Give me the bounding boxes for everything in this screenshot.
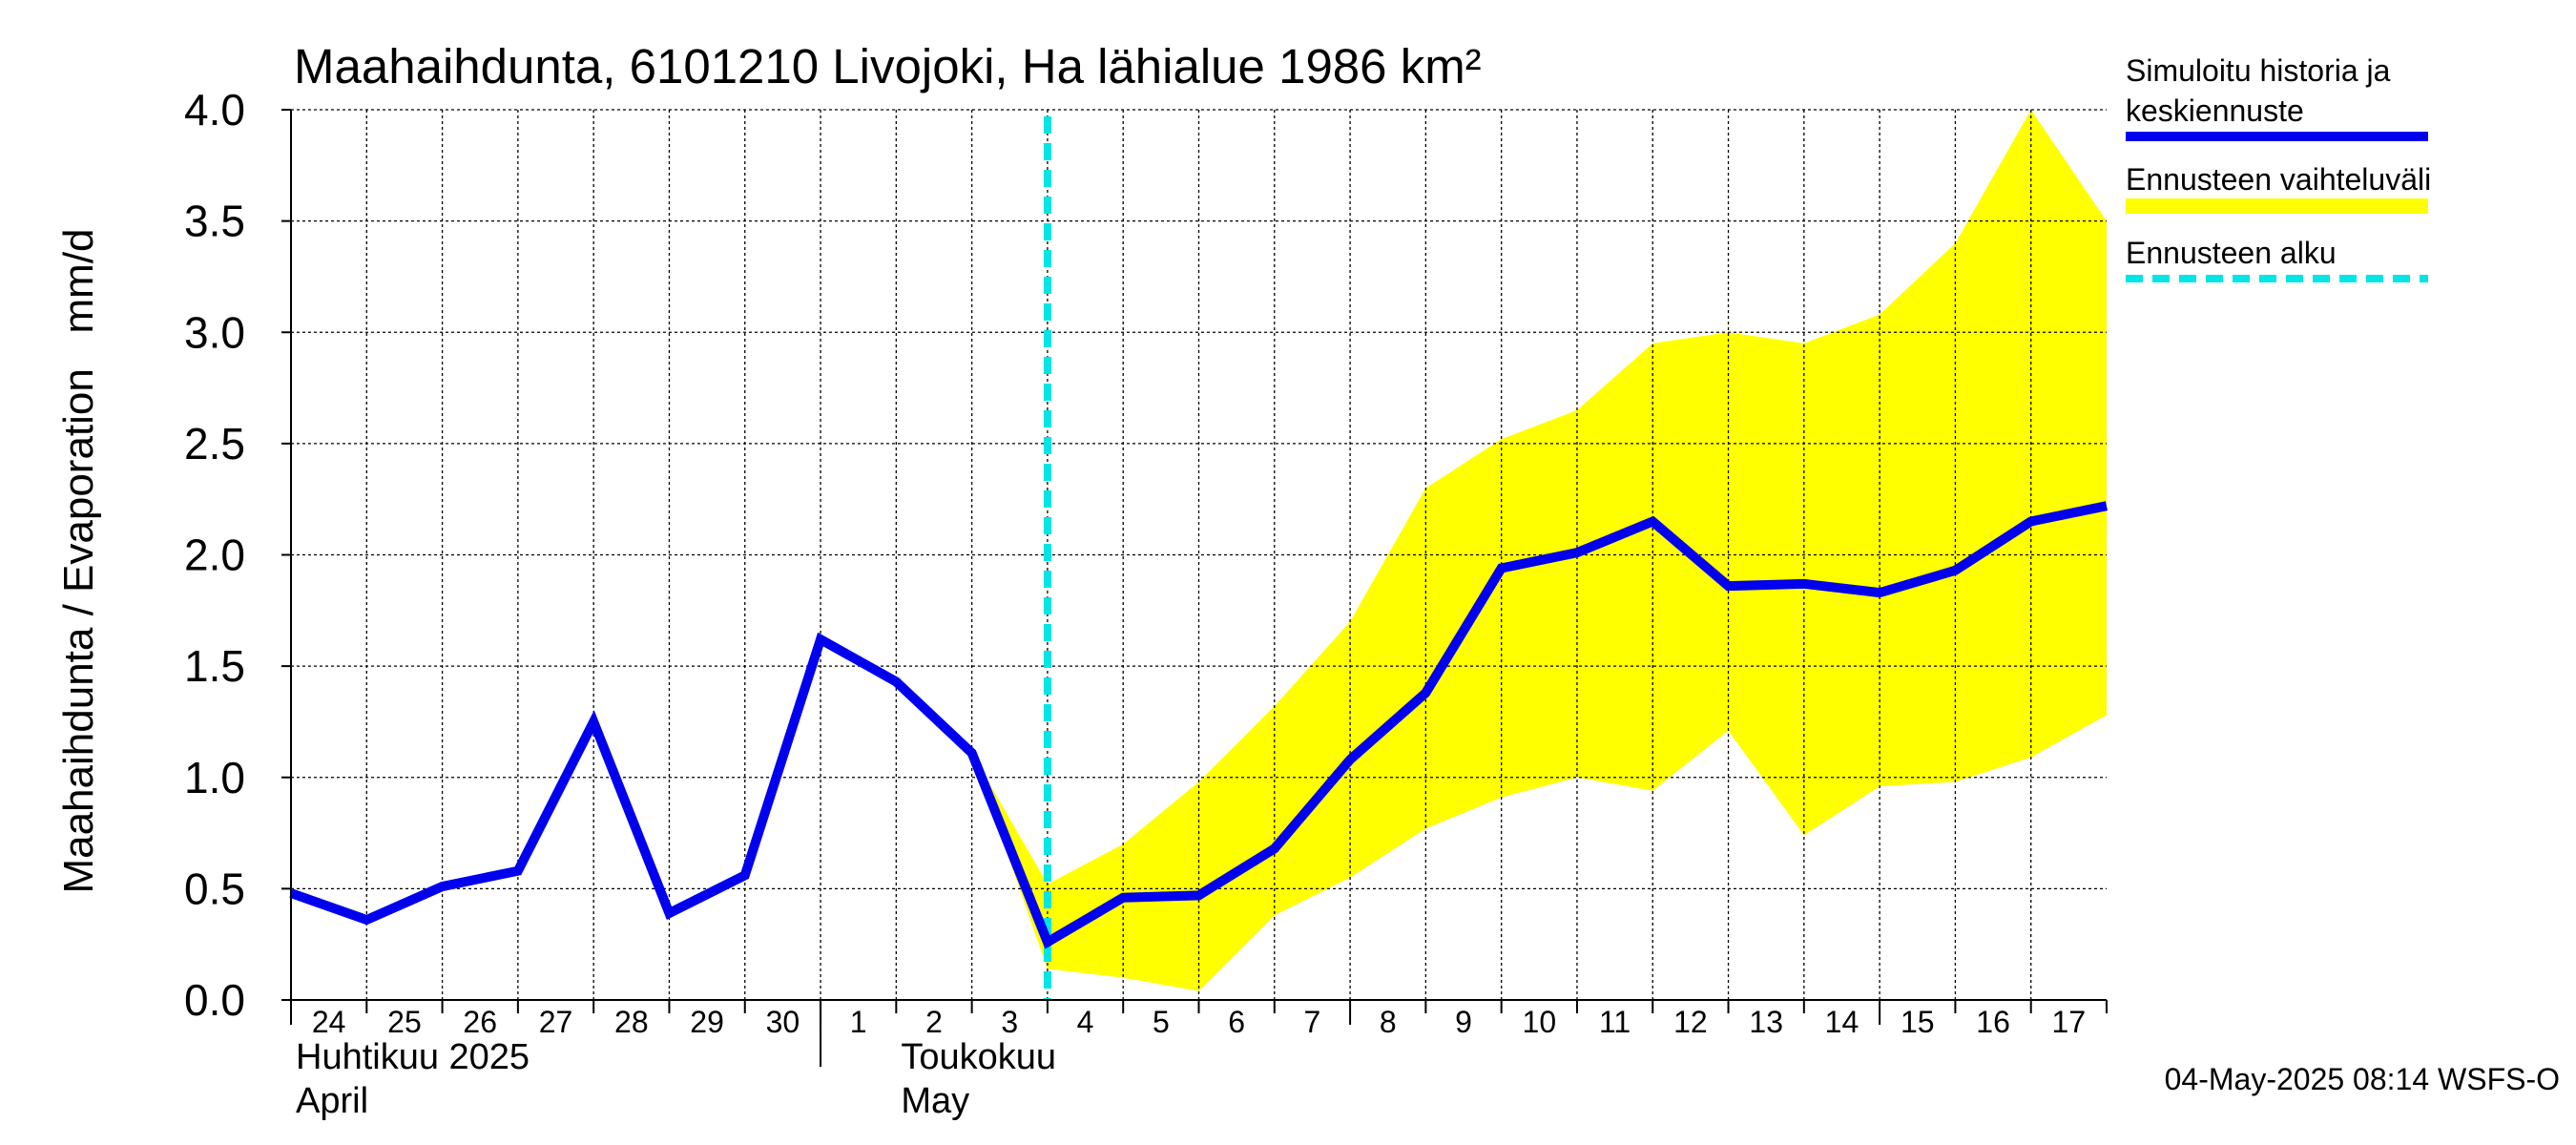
x-tick-label: 26 xyxy=(463,1005,497,1039)
y-axis-label: Maahaihdunta / Evaporation mm/d xyxy=(55,228,102,893)
x-tick-label: 30 xyxy=(766,1005,800,1039)
forecast-range-area xyxy=(971,110,2107,991)
y-tick-label: 1.0 xyxy=(184,753,245,802)
x-tick-label: 14 xyxy=(1825,1005,1859,1039)
y-tick-label: 3.5 xyxy=(184,197,245,246)
legend-label-range: Ennusteen vaihteluväli xyxy=(2126,162,2431,197)
x-tick-label: 28 xyxy=(614,1005,649,1039)
x-tick-label: 10 xyxy=(1523,1005,1557,1039)
x-tick-label: 12 xyxy=(1673,1005,1708,1039)
tick-labels: 0.00.51.01.52.02.53.03.54.024 25 26 27 28 29 3… xyxy=(184,85,2086,1121)
simulated-series-line xyxy=(289,501,2109,949)
forecast-range-band xyxy=(971,110,2107,991)
series-line-layer xyxy=(289,501,2109,949)
y-tick-label: 2.5 xyxy=(184,419,245,468)
month-label-en: May xyxy=(901,1081,969,1121)
x-tick-label: 4 xyxy=(1077,1005,1094,1039)
x-tick-label: 3 xyxy=(1001,1005,1018,1039)
x-tick-label: 27 xyxy=(539,1005,573,1039)
x-tick-label: 16 xyxy=(1976,1005,2010,1039)
footer-timestamp: 04-May-2025 08:14 WSFS-O xyxy=(2165,1062,2560,1096)
x-tick-label: 5 xyxy=(1153,1005,1170,1039)
axes xyxy=(281,109,2108,1067)
month-label-fi: Huhtikuu 2025 xyxy=(296,1037,530,1077)
x-tick-label: 6 xyxy=(1228,1005,1245,1039)
x-tick-label: 13 xyxy=(1749,1005,1783,1039)
x-tick-label: 25 xyxy=(387,1005,422,1039)
x-tick-label: 9 xyxy=(1455,1005,1472,1039)
x-tick-label: 8 xyxy=(1380,1005,1397,1039)
y-tick-label: 0.0 xyxy=(184,975,245,1025)
legend-label-forecast-start: Ennusteen alku xyxy=(2126,236,2337,270)
chart-title: Maahaihdunta, 6101210 Livojoki, Ha lähia… xyxy=(294,39,1482,94)
month-label-en: April xyxy=(296,1081,368,1121)
x-tick-label: 2 xyxy=(925,1005,943,1039)
x-tick-label: 7 xyxy=(1304,1005,1321,1039)
x-tick-label: 11 xyxy=(1599,1005,1631,1039)
legend-label-simulated-2: keskiennuste xyxy=(2126,94,2304,128)
legend-label-simulated-1: Simuloitu historia ja xyxy=(2126,53,2391,88)
y-tick-label: 1.5 xyxy=(184,641,245,691)
x-tick-label: 17 xyxy=(2052,1005,2087,1039)
x-tick-label: 15 xyxy=(1901,1005,1935,1039)
y-tick-label: 4.0 xyxy=(184,85,245,135)
y-tick-label: 3.0 xyxy=(184,307,245,357)
y-tick-label: 2.0 xyxy=(184,531,245,580)
x-tick-label: 1 xyxy=(850,1005,867,1039)
grid xyxy=(291,109,2107,1000)
legend: Simuloitu historia ja keskiennuste Ennus… xyxy=(2126,53,2431,282)
y-tick-label: 0.5 xyxy=(184,864,245,913)
month-label-fi: Toukokuu xyxy=(901,1037,1056,1077)
x-tick-label: 29 xyxy=(690,1005,724,1039)
x-tick-label: 24 xyxy=(312,1005,346,1039)
